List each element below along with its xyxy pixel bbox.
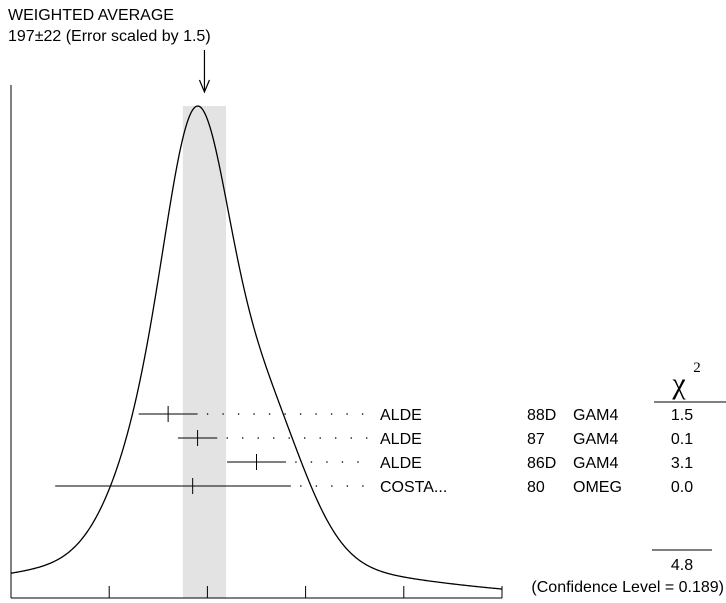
leader-dot xyxy=(319,437,322,439)
leader-dot xyxy=(295,461,297,463)
leader-dot xyxy=(253,413,255,415)
chi2-header: χ xyxy=(671,367,686,400)
leader-dot xyxy=(303,437,306,439)
measurement-year: 86D xyxy=(527,455,556,472)
leader-dot xyxy=(315,413,317,415)
average-arrow-head xyxy=(198,79,211,94)
measurement-row: ALDE 86D GAM4 3.1 xyxy=(227,454,693,472)
leader-dot xyxy=(346,485,349,487)
measurement-row: ALDE 87 GAM4 0.1 xyxy=(177,430,693,448)
chi2-header-superscript: 2 xyxy=(693,360,701,376)
leader-dot xyxy=(268,413,271,415)
leader-dot xyxy=(299,413,302,415)
measurements: ALDE 88D GAM4 1.5 ALDE 87 GAM4 0.1 ALDE 86D GAM4 3.… xyxy=(55,406,693,496)
confidence-level: (Confidence Level = 0.189) xyxy=(531,579,724,596)
leader-dot xyxy=(346,413,348,415)
leader-dot xyxy=(331,485,333,487)
measurement-row: COSTA... 80 OMEG 0.0 xyxy=(55,478,693,496)
leader-dot xyxy=(257,437,260,439)
measurement-technique: GAM4 xyxy=(573,455,618,472)
leader-dot xyxy=(330,413,333,415)
chi2-value: 0.1 xyxy=(671,431,693,448)
measurement-year: 80 xyxy=(527,479,545,496)
leader-dot xyxy=(241,437,244,439)
measurement-row: ALDE 88D GAM4 1.5 xyxy=(138,406,693,424)
leader-dot xyxy=(222,413,224,415)
leader-dot xyxy=(362,485,364,487)
leader-dot xyxy=(300,485,302,487)
measurement-year: 88D xyxy=(527,407,556,424)
chart-title-line2: 197±22 (Error scaled by 1.5) xyxy=(8,28,211,45)
measurement-name: COSTA... xyxy=(380,479,447,496)
chi2-value: 0.0 xyxy=(671,479,693,496)
leader-dot xyxy=(341,461,344,463)
measurement-name: ALDE xyxy=(380,407,422,424)
leader-dot xyxy=(237,413,240,415)
leader-dot xyxy=(310,461,313,463)
leader-dot xyxy=(361,413,364,415)
measurement-name: ALDE xyxy=(380,455,422,472)
leader-dot xyxy=(315,485,318,487)
leader-dot xyxy=(350,437,353,439)
leader-dot xyxy=(334,437,337,439)
measurement-technique: GAM4 xyxy=(573,407,618,424)
leader-dot xyxy=(272,437,275,439)
leader-dot xyxy=(288,437,291,439)
leader-dot xyxy=(357,461,359,463)
measurement-year: 87 xyxy=(527,431,545,448)
measurement-technique: GAM4 xyxy=(573,431,618,448)
leader-dot xyxy=(206,413,209,415)
chart-title-line1: WEIGHTED AVERAGE xyxy=(8,7,174,24)
measurement-name: ALDE xyxy=(380,431,422,448)
measurement-technique: OMEG xyxy=(573,479,622,496)
leader-dot xyxy=(284,413,286,415)
chi2-value: 3.1 xyxy=(671,455,693,472)
chi2-total: 4.8 xyxy=(671,557,693,574)
chi2-value: 1.5 xyxy=(671,407,693,424)
leader-dot xyxy=(226,437,229,439)
leader-dot xyxy=(326,461,328,463)
x-axis-ticks: 0100200300400500 xyxy=(10,586,503,598)
leader-dot xyxy=(365,437,368,439)
ideogram-curve xyxy=(10,105,503,590)
average-error-band xyxy=(182,106,227,598)
